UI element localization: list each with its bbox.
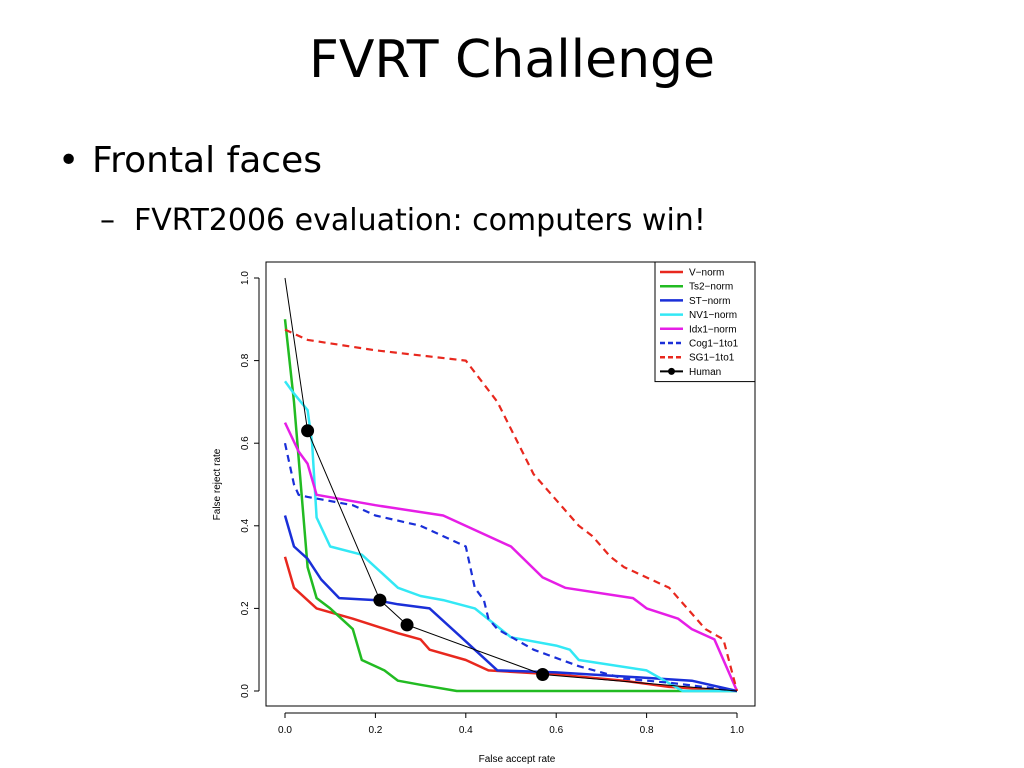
series-line-idx1-norm [283,422,739,692]
human-marker [400,618,414,632]
sub-bullet-item: – FVRT2006 evaluation: computers win! [100,203,706,238]
legend-label-human: Human [689,367,721,378]
legend-box [654,261,756,383]
y-tick-label: 0.4 [240,518,251,532]
bullet-item: • Frontal faces [58,140,322,181]
legend-label-st-norm: ST−norm [689,296,730,307]
sub-bullet-dash: – [100,203,115,238]
series-line-nv1-norm [283,380,737,693]
series-line-sg1-1to1 [284,328,739,692]
human-marker [301,424,315,438]
x-tick-label: 1.0 [730,725,744,736]
series-line-ts2-norm [283,319,737,693]
legend-label-nv1-norm: NV1−norm [689,310,737,321]
human-marker [373,593,387,607]
y-tick-label: 0.8 [240,353,251,367]
legend-marker-human [668,367,675,375]
series-layer [283,277,739,693]
legend-label-cog1-1to1: Cog1−1to1 [689,339,739,350]
y-tick-label: 0.0 [240,684,251,698]
x-tick-label: 0.4 [459,725,473,736]
x-tick-label: 0.8 [640,725,654,736]
legend-label-idx1-norm: Idx1−norm [689,324,737,335]
sub-bullet-text: FVRT2006 evaluation: computers win! [134,203,706,238]
y-tick-label: 0.6 [240,436,251,450]
x-tick-label: 0.6 [549,725,563,736]
y-tick-label: 1.0 [240,271,251,285]
x-tick-label: 0.2 [368,725,382,736]
slide-title: FVRT Challenge [308,30,716,90]
x-tick-label: 0.0 [278,725,292,736]
legend: V−norm Ts2−norm ST−norm NV1−norm Idx1−norm Co… [654,261,756,383]
bullet-dot: • [58,140,80,181]
plot-frame [265,261,756,707]
series-line-v-norm [283,556,738,693]
series-line-human [284,277,738,692]
series-line-cog1-1to1 [283,442,738,693]
y-tick-label: 0.2 [240,601,251,615]
bullet-text: Frontal faces [92,140,322,181]
series-line-st-norm [283,515,738,693]
axes-layer: 0.0 0.2 0.4 0.6 0.8 1.0 0.0 0.2 0.4 0.6 0.8 1.0 Fals… [212,261,756,765]
y-axis-title: False reject rate [212,448,223,520]
x-axis-title: False accept rate [479,754,556,765]
roc-chart: 0.0 0.2 0.4 0.6 0.8 1.0 0.0 0.2 0.4 0.6 0.8 1.0 Fals… [212,261,756,765]
human-marker [536,667,550,681]
legend-label-v-norm: V−norm [689,268,724,279]
legend-label-sg1-1to1: SG1−1to1 [689,353,735,364]
legend-label-ts2-norm: Ts2−norm [689,282,733,293]
